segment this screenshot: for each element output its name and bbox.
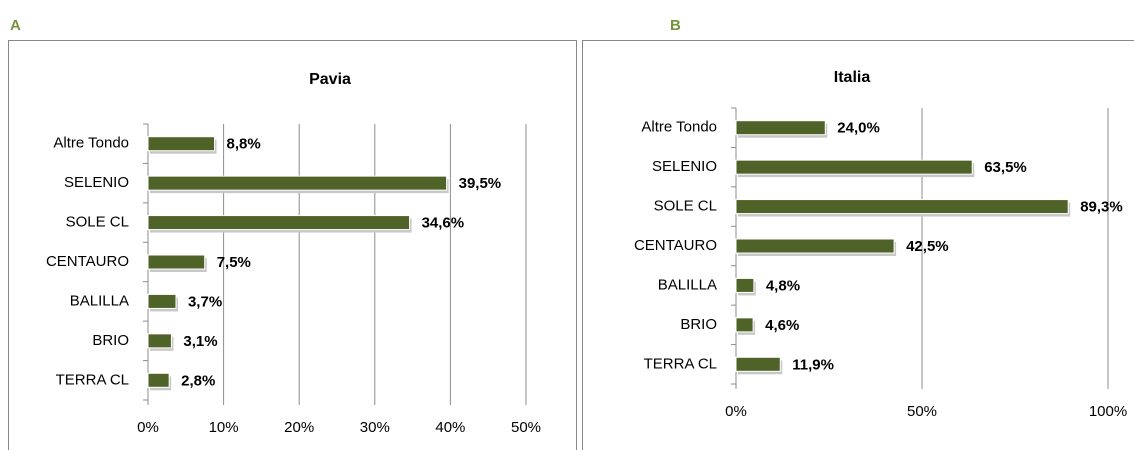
data-label: 24,0% — [837, 120, 880, 137]
x-tick-label: 100% — [1089, 403, 1127, 420]
y-tick-label: BRIO — [92, 332, 129, 349]
panel-letter: B — [670, 17, 681, 34]
bar — [735, 120, 826, 136]
y-tick-label: SELENIO — [64, 174, 129, 191]
y-tick-label: SELENIO — [652, 158, 717, 175]
y-tick-label: TERRA CL — [644, 355, 717, 372]
y-tick-label: CENTAURO — [634, 237, 717, 254]
panel-frame — [582, 40, 1134, 450]
data-label: 89,3% — [1080, 199, 1123, 216]
data-label: 3,1% — [183, 333, 217, 350]
data-label: 63,5% — [984, 159, 1027, 176]
y-tick-label: Altre Tondo — [641, 119, 717, 136]
x-tick-label: 0% — [725, 403, 747, 420]
y-tick-label: BRIO — [680, 316, 717, 333]
bar — [147, 136, 216, 152]
bar — [735, 238, 895, 254]
data-label: 4,8% — [766, 277, 800, 294]
bar — [147, 215, 411, 231]
panel-frame — [8, 40, 577, 450]
panel-letter: A — [10, 17, 21, 34]
bar — [735, 199, 1069, 215]
bar — [147, 254, 206, 270]
x-tick-label: 30% — [360, 419, 390, 436]
bar — [147, 175, 448, 191]
x-tick-label: 20% — [284, 419, 314, 436]
chart-title: Pavia — [309, 71, 351, 88]
data-label: 3,7% — [188, 293, 222, 310]
data-label: 8,8% — [227, 136, 261, 153]
bar — [735, 277, 755, 293]
data-label: 39,5% — [459, 175, 502, 192]
bar — [147, 293, 177, 309]
x-tick-label: 50% — [511, 419, 541, 436]
y-tick-label: TERRA CL — [56, 371, 129, 388]
y-tick-label: SOLE CL — [66, 214, 129, 231]
data-label: 4,6% — [765, 317, 799, 334]
bar — [147, 372, 170, 388]
data-label: 11,9% — [792, 356, 834, 373]
x-tick-label: 50% — [907, 403, 937, 420]
bar — [735, 317, 754, 333]
data-label: 2,8% — [181, 372, 215, 389]
y-tick-label: Altre Tondo — [53, 135, 129, 152]
x-tick-label: 0% — [137, 419, 159, 436]
data-label: 7,5% — [217, 254, 251, 271]
y-tick-label: SOLE CL — [654, 198, 717, 215]
x-tick-label: 40% — [435, 419, 465, 436]
bar — [735, 159, 973, 175]
bar — [147, 333, 172, 349]
y-tick-label: BALILLA — [658, 276, 717, 293]
y-tick-label: BALILLA — [70, 292, 129, 309]
chart-title: Italia — [834, 69, 871, 86]
y-tick-label: CENTAURO — [46, 253, 129, 270]
data-label: 42,5% — [906, 238, 949, 255]
x-tick-label: 10% — [209, 419, 239, 436]
bar — [735, 356, 781, 372]
data-label: 34,6% — [422, 215, 465, 232]
